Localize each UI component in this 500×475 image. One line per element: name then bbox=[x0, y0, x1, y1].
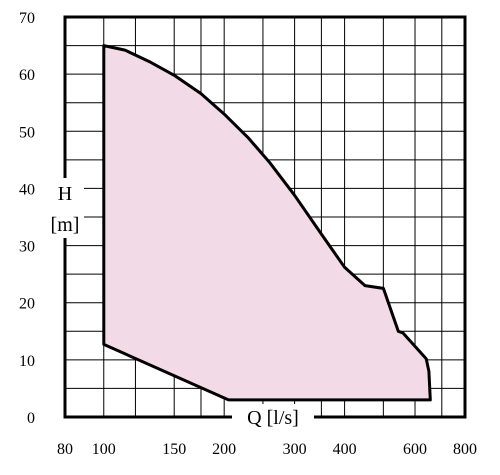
y-tick-labels: 0 10 20 30 40 50 60 70 bbox=[19, 10, 35, 427]
y-tick-label: 10 bbox=[19, 353, 35, 370]
y-tick-label: 40 bbox=[19, 181, 35, 198]
x-tick-label: 100 bbox=[92, 441, 116, 458]
x-tick-label: 400 bbox=[333, 441, 357, 458]
x-tick-label: 200 bbox=[212, 441, 236, 458]
x-tick-label: 80 bbox=[57, 441, 73, 458]
x-tick-label: 150 bbox=[162, 441, 186, 458]
region-outline bbox=[102, 44, 432, 402]
y-axis-label-line-1: H bbox=[58, 183, 72, 205]
y-tick-label: 30 bbox=[19, 239, 35, 256]
y-axis-label-line-2: [m] bbox=[51, 214, 80, 236]
x-tick-labels: 80 100 150 200 300 400 600 800 bbox=[57, 441, 477, 458]
x-label-bg bbox=[232, 404, 314, 430]
x-tick-label: 600 bbox=[403, 441, 427, 458]
y-tick-label: 60 bbox=[19, 67, 35, 84]
y-tick-label: 0 bbox=[27, 410, 35, 427]
x-tick-label: 800 bbox=[453, 441, 477, 458]
y-label-bg bbox=[40, 178, 84, 238]
y-tick-label: 50 bbox=[19, 124, 35, 141]
x-axis-label: Q [l/s] bbox=[247, 407, 299, 429]
y-tick-label: 20 bbox=[19, 296, 35, 313]
x-tick-label: 300 bbox=[283, 441, 307, 458]
y-tick-label: 70 bbox=[19, 10, 35, 27]
region-fill bbox=[103, 45, 431, 400]
